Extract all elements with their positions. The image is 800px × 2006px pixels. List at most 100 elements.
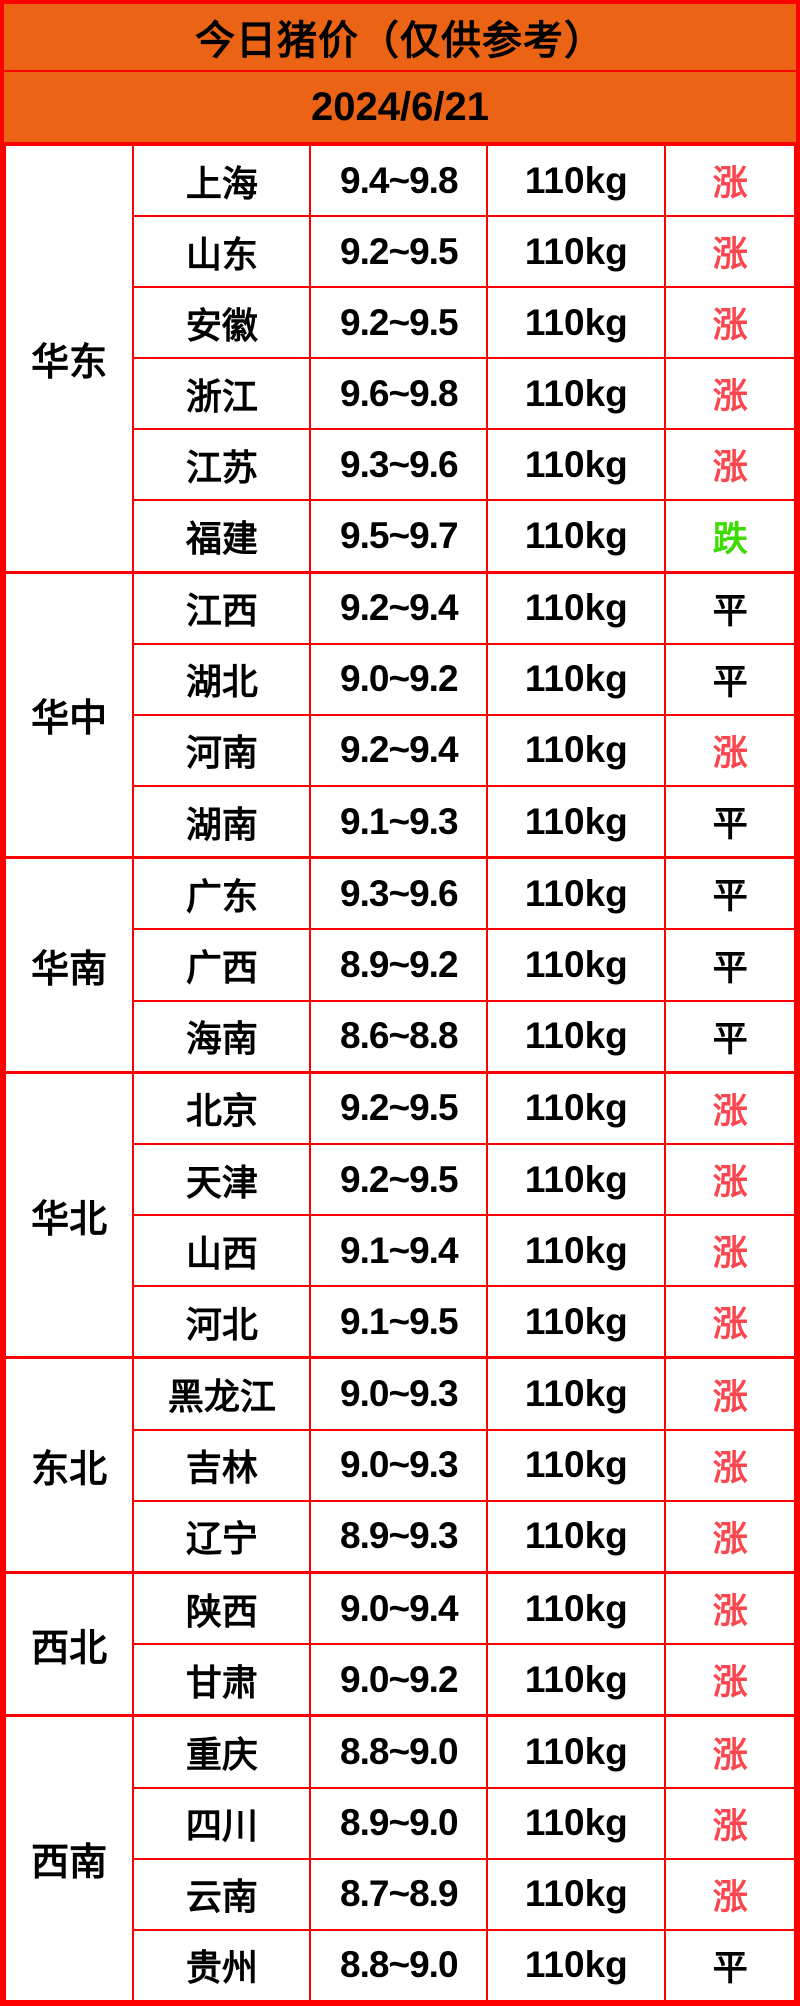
province-cell: 山东 <box>132 215 312 289</box>
price-cell: 9.5~9.7 <box>309 499 489 574</box>
price-cell: 9.2~9.4 <box>309 713 489 788</box>
price-cell: 9.1~9.4 <box>309 1214 489 1288</box>
weight-cell: 110kg <box>486 856 667 931</box>
table-row: 河北 9.1~9.5 110kg 涨 <box>5 1285 796 1359</box>
trend-cell: 平 <box>664 856 796 931</box>
page-title: 今日猪价（仅供参考） <box>4 4 796 72</box>
price-cell: 9.0~9.2 <box>309 1643 489 1717</box>
province-cell: 黑龙江 <box>132 1356 312 1431</box>
weight-cell: 110kg <box>486 215 667 289</box>
region-cell: 西南 <box>3 1714 135 2003</box>
weight-cell: 110kg <box>486 713 667 788</box>
province-cell: 吉林 <box>132 1428 312 1502</box>
trend-cell: 涨 <box>664 1143 796 1217</box>
table-row: 华中 江西 9.2~9.4 110kg 平 <box>3 570 796 859</box>
table-row: 河南 9.2~9.4 110kg 涨 <box>5 713 796 788</box>
weight-cell: 110kg <box>486 928 667 1002</box>
trend-cell: 平 <box>664 999 796 1074</box>
weight-cell: 110kg <box>486 1214 667 1288</box>
trend-cell: 涨 <box>664 1643 796 1717</box>
price-cell: 8.7~8.9 <box>309 1857 489 1931</box>
weight-cell: 110kg <box>486 1285 667 1359</box>
table-row: 天津 9.2~9.5 110kg 涨 <box>5 1143 796 1217</box>
table-row: 江苏 9.3~9.6 110kg 涨 <box>5 428 796 502</box>
table-row: 吉林 9.0~9.3 110kg 涨 <box>5 1428 796 1502</box>
table-row: 湖北 9.0~9.2 110kg 平 <box>5 642 796 716</box>
weight-cell: 110kg <box>486 428 667 502</box>
table-row: 安徽 9.2~9.5 110kg 涨 <box>5 286 796 360</box>
weight-cell: 110kg <box>486 1570 667 1646</box>
weight-cell: 110kg <box>486 1070 667 1146</box>
weight-cell: 110kg <box>486 1928 667 2003</box>
province-cell: 安徽 <box>132 286 312 360</box>
trend-cell: 涨 <box>664 713 796 788</box>
province-cell: 贵州 <box>132 1928 312 2003</box>
weight-cell: 110kg <box>486 286 667 360</box>
price-cell: 9.2~9.5 <box>309 215 489 289</box>
trend-cell: 涨 <box>664 1786 796 1860</box>
weight-cell: 110kg <box>486 1499 667 1574</box>
price-cell: 8.9~9.3 <box>309 1499 489 1574</box>
price-cell: 9.2~9.4 <box>309 570 489 645</box>
weight-cell: 110kg <box>486 1143 667 1217</box>
price-cell: 8.9~9.2 <box>309 928 489 1002</box>
table-row: 湖南 9.1~9.3 110kg 平 <box>5 785 796 859</box>
price-cell: 9.3~9.6 <box>309 856 489 931</box>
price-table-body: 华东 上海 9.4~9.8 110kg 涨山东 9.2~9.5 110kg 涨安徽 9.2~9.… <box>3 143 796 2003</box>
weight-cell: 110kg <box>486 1356 667 1431</box>
province-cell: 江苏 <box>132 428 312 502</box>
trend-cell: 涨 <box>664 1857 796 1931</box>
weight-cell: 110kg <box>486 570 667 645</box>
table-row: 山西 9.1~9.4 110kg 涨 <box>5 1214 796 1288</box>
trend-cell: 涨 <box>664 1499 796 1574</box>
province-cell: 江西 <box>132 570 312 645</box>
weight-cell: 110kg <box>486 143 667 218</box>
trend-cell: 平 <box>664 928 796 1002</box>
region-cell: 东北 <box>3 1356 135 1574</box>
table-row: 山东 9.2~9.5 110kg 涨 <box>5 215 796 289</box>
price-cell: 9.2~9.5 <box>309 1143 489 1217</box>
trend-cell: 涨 <box>664 1570 796 1646</box>
region-cell: 华东 <box>3 143 135 574</box>
region-cell: 西北 <box>3 1570 135 1717</box>
table-row: 东北 黑龙江 9.0~9.3 110kg 涨 <box>3 1356 796 1574</box>
table-row: 贵州 8.8~9.0 110kg 平 <box>5 1928 796 2003</box>
trend-cell: 涨 <box>664 357 796 431</box>
region-cell: 华南 <box>3 856 135 1074</box>
trend-cell: 涨 <box>664 1356 796 1431</box>
trend-cell: 平 <box>664 570 796 645</box>
weight-cell: 110kg <box>486 1857 667 1931</box>
weight-cell: 110kg <box>486 1786 667 1860</box>
weight-cell: 110kg <box>486 357 667 431</box>
province-cell: 浙江 <box>132 357 312 431</box>
table-row: 海南 8.6~8.8 110kg 平 <box>5 999 796 1074</box>
region-cell: 华北 <box>3 1070 135 1359</box>
province-cell: 湖南 <box>132 785 312 859</box>
price-cell: 9.1~9.3 <box>309 785 489 859</box>
weight-cell: 110kg <box>486 785 667 859</box>
weight-cell: 110kg <box>486 1714 667 1789</box>
price-cell: 9.2~9.5 <box>309 1070 489 1146</box>
province-cell: 天津 <box>132 1143 312 1217</box>
province-cell: 上海 <box>132 143 312 218</box>
price-cell: 9.6~9.8 <box>309 357 489 431</box>
price-cell: 8.6~8.8 <box>309 999 489 1074</box>
province-cell: 山西 <box>132 1214 312 1288</box>
weight-cell: 110kg <box>486 1643 667 1717</box>
price-cell: 9.0~9.3 <box>309 1428 489 1502</box>
trend-cell: 跌 <box>664 499 796 574</box>
weight-cell: 110kg <box>486 499 667 574</box>
price-cell: 9.1~9.5 <box>309 1285 489 1359</box>
table-row: 浙江 9.6~9.8 110kg 涨 <box>5 357 796 431</box>
province-cell: 四川 <box>132 1786 312 1860</box>
price-cell: 9.0~9.2 <box>309 642 489 716</box>
weight-cell: 110kg <box>486 999 667 1074</box>
province-cell: 辽宁 <box>132 1499 312 1574</box>
province-cell: 重庆 <box>132 1714 312 1789</box>
province-cell: 云南 <box>132 1857 312 1931</box>
price-cell: 8.8~9.0 <box>309 1928 489 2003</box>
trend-cell: 涨 <box>664 1070 796 1146</box>
trend-cell: 涨 <box>664 1714 796 1789</box>
weight-cell: 110kg <box>486 1428 667 1502</box>
price-cell: 9.2~9.5 <box>309 286 489 360</box>
